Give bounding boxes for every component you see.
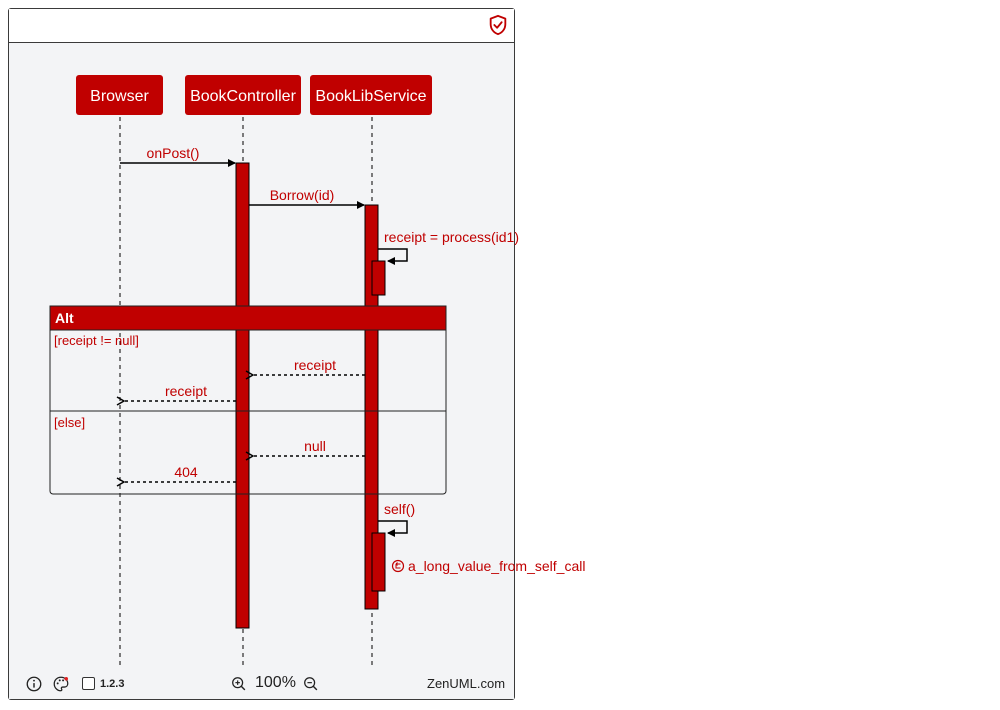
- brand-link[interactable]: ZenUML.com: [427, 676, 506, 691]
- palette-icon[interactable]: [52, 675, 70, 693]
- numbering-label: 1.2.3: [100, 678, 125, 690]
- message-self: [378, 520, 408, 537]
- alt-fragment-header: [49, 305, 447, 331]
- info-icon[interactable]: [25, 675, 43, 693]
- return-null-to-controller-label: null: [304, 438, 326, 454]
- svg-text:Browser: Browser: [90, 88, 149, 105]
- message-process: [378, 248, 408, 265]
- toolbar: [9, 9, 514, 43]
- shield-check-icon[interactable]: [487, 14, 509, 36]
- participant-bookcontroller[interactable]: BookController: [185, 75, 301, 115]
- diagram-canvas: [9, 43, 514, 699]
- message-self-label: self(): [384, 501, 415, 517]
- message-onpost-label: onPost(): [147, 145, 200, 161]
- svg-text:BookController: BookController: [190, 88, 297, 105]
- activation-process: [371, 260, 386, 296]
- svg-text:BookLibService: BookLibService: [315, 88, 426, 105]
- activation-bookcontroller: [235, 162, 250, 629]
- alt-condition-2: [else]: [54, 415, 85, 430]
- return-arrow-icon: [391, 559, 405, 573]
- participant-browser[interactable]: Browser: [76, 75, 163, 115]
- message-borrow-label: Borrow(id): [270, 187, 335, 203]
- return-receipt-to-browser-label: receipt: [165, 383, 207, 399]
- zoom-level: 100%: [255, 674, 296, 691]
- diagram-frame: Browser BookController BookLibService on…: [8, 8, 585, 700]
- self-return-label: a_long_value_from_self_call: [408, 558, 585, 574]
- footer-bar: 1.2.3 100% ZenUML.com: [9, 669, 514, 699]
- return-receipt-to-controller-label: receipt: [294, 357, 336, 373]
- participant-booklibservice[interactable]: BookLibService: [310, 75, 432, 115]
- activation-self: [371, 532, 386, 592]
- numbering-checkbox[interactable]: [82, 677, 95, 690]
- alt-fragment-title: Alt: [55, 310, 74, 326]
- alt-condition-1: [receipt != null]: [54, 333, 139, 348]
- zoom-in-icon[interactable]: [230, 675, 248, 693]
- return-404-to-browser-label: 404: [174, 464, 198, 480]
- message-process-label: receipt = process(id1): [384, 229, 519, 245]
- sequence-diagram: Browser BookController BookLibService on…: [49, 75, 585, 667]
- zoom-out-icon[interactable]: [302, 675, 320, 693]
